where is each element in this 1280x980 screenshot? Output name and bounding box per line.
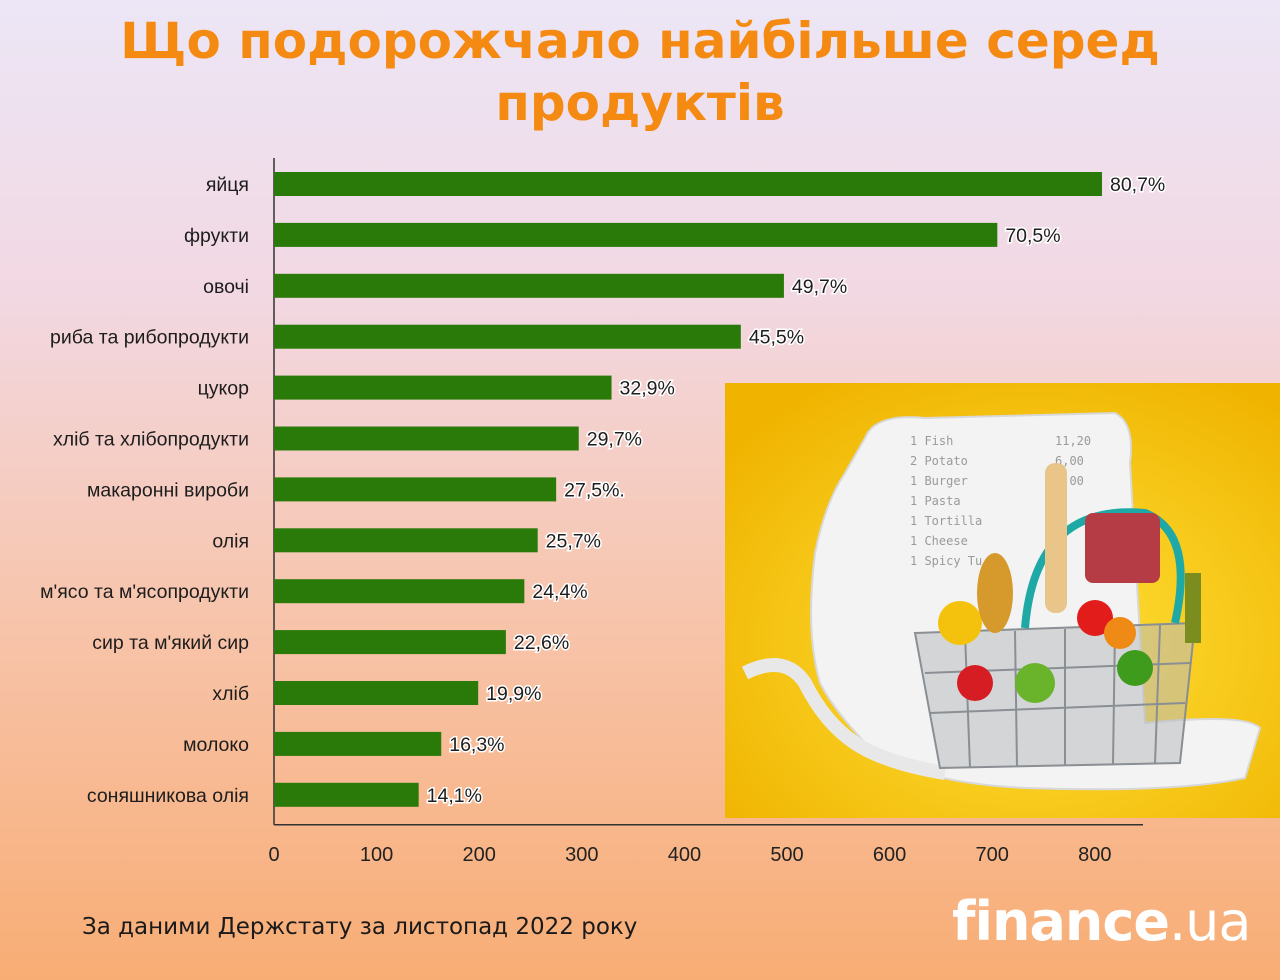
- category-label: цукор: [198, 378, 250, 400]
- svg-text:1 Cheese: 1 Cheese: [910, 534, 968, 548]
- category-label: сир та м'який сир: [92, 632, 249, 654]
- bar: [274, 375, 612, 400]
- svg-text:1 Tortilla: 1 Tortilla: [910, 514, 982, 528]
- bar: [274, 579, 525, 604]
- bar-chart: 0 100 200 300 400 500 600 700 800 яйця 80,7% фрукти…: [40, 158, 1167, 866]
- chart-title: Що подорожчало найбільше серед продуктів: [0, 10, 1280, 134]
- title-line-2: продуктів: [495, 74, 785, 132]
- bar: [274, 172, 1102, 196]
- bar: [274, 681, 479, 705]
- x-tick-label: 500: [770, 844, 803, 866]
- data-label: 16,3%: [449, 734, 504, 756]
- data-label: 25,7%: [546, 530, 601, 552]
- bar: [274, 222, 998, 247]
- svg-text:1 Spicy Tu: 1 Spicy Tu: [910, 554, 982, 568]
- data-label: 22,6%: [514, 632, 569, 654]
- x-tick-label: 800: [1078, 844, 1111, 866]
- category-label: риба та рибопродукти: [50, 327, 249, 349]
- category-label: макаронні вироби: [87, 479, 249, 501]
- data-label: 70,5%: [1005, 225, 1060, 247]
- data-label: 32,9%: [620, 378, 675, 400]
- bar: [274, 782, 419, 807]
- svg-text:1 Burger: 1 Burger: [910, 474, 968, 488]
- bar: [274, 273, 784, 298]
- category-label: хліб та хлібопродукти: [53, 429, 249, 451]
- category-label: хліб: [212, 683, 249, 705]
- title-line-1: Що подорожчало найбільше серед: [120, 12, 1160, 70]
- svg-text:11,20: 11,20: [1055, 434, 1091, 448]
- data-label: 29,7%: [587, 429, 642, 451]
- data-label: 19,9%: [486, 683, 541, 705]
- category-label: олія: [212, 530, 249, 552]
- data-label: 14,1%: [427, 785, 482, 807]
- data-label: 27,5%.: [564, 479, 625, 501]
- bar: [274, 426, 579, 451]
- category-label: фрукти: [184, 225, 249, 247]
- category-label: молоко: [183, 734, 249, 756]
- x-tick-label: 0: [268, 844, 279, 866]
- source-note: За даними Держстату за листопад 2022 рок…: [82, 914, 638, 940]
- x-tick-label: 300: [565, 844, 598, 866]
- data-label: 49,7%: [792, 276, 847, 298]
- x-tick-label: 700: [976, 844, 1009, 866]
- svg-text:1 Pasta: 1 Pasta: [910, 494, 961, 508]
- svg-text:1 Fish: 1 Fish: [910, 434, 953, 448]
- data-label: 45,5%: [749, 327, 804, 349]
- x-tick-label: 400: [668, 844, 701, 866]
- finance-ua-logo: finance.ua: [952, 890, 1251, 953]
- shopping-basket-photo: 1 Fish 2 Potato 1 Burger 1 Pasta 1 Torti…: [725, 383, 1280, 818]
- bar: [274, 528, 538, 553]
- category-label: соняшникова олія: [87, 785, 249, 807]
- logo-suffix: .ua: [1168, 890, 1251, 953]
- category-label: яйця: [206, 174, 249, 196]
- category-label: м'ясо та м'ясопродукти: [40, 581, 249, 603]
- x-tick-label: 600: [873, 844, 906, 866]
- bar: [274, 477, 557, 502]
- bar: [274, 324, 741, 349]
- svg-text:2 Potato: 2 Potato: [910, 454, 968, 468]
- data-label: 24,4%: [532, 581, 587, 603]
- x-tick-label: 200: [463, 844, 496, 866]
- category-label: овочі: [203, 276, 249, 298]
- bar: [274, 630, 506, 655]
- data-label: 80,7%: [1110, 174, 1165, 196]
- bar: [274, 731, 442, 756]
- logo-main: finance: [952, 890, 1170, 953]
- x-tick-label: 100: [360, 844, 393, 866]
